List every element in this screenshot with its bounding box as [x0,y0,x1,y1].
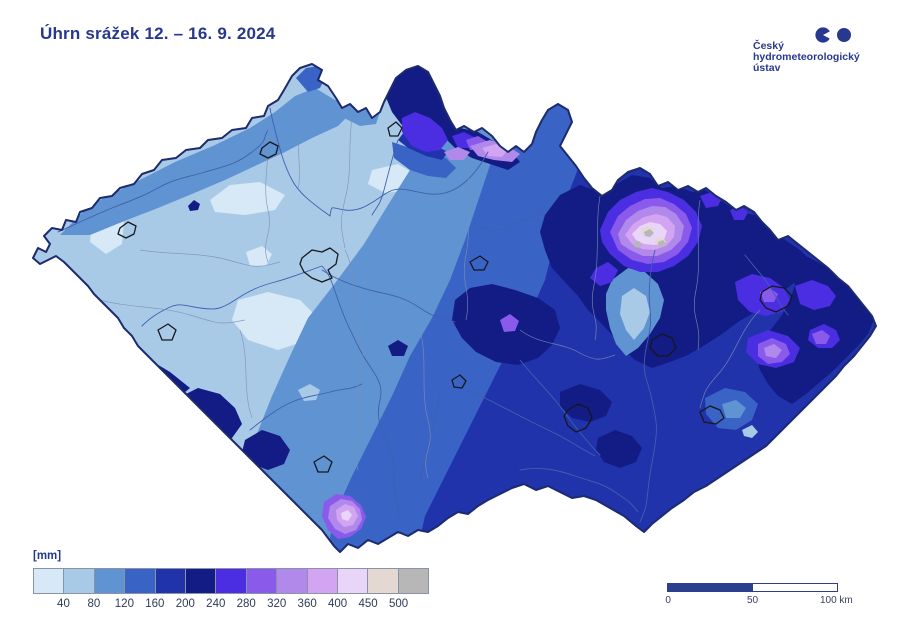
legend-cell-2 [64,569,95,593]
legend-cell-10 [307,569,338,593]
rivers [57,107,789,523]
city-outline-pardubice [469,255,489,271]
legend-tick-40: 40 [57,598,70,610]
country-outline [32,63,877,553]
city-outline-liberec [387,121,403,137]
chmi-logo-icon [815,27,851,43]
legend-tick-160: 160 [145,598,165,610]
light-spot-central [298,384,320,401]
scale-bar-filled-half [668,584,753,591]
logo-line-1: Český [753,40,784,52]
page-title: Úhrn srážek 12. – 16. 9. 2024 [40,24,276,43]
scale-bar-labels: 0 50 100 km [665,595,852,608]
city-outline-usti [259,141,279,159]
city-outline-olomouc [649,333,677,357]
scale-label-mid: 50 [746,595,759,606]
city-outline-prague [299,247,339,283]
legend-cell-9 [277,569,308,593]
legend-tick-120: 120 [114,598,134,610]
legend-cell-8 [246,569,278,593]
legend-tick-280: 280 [236,598,256,610]
legend-tick-400: 400 [328,598,348,610]
legend-tick-360: 360 [297,598,317,610]
city-outline-brno [563,403,593,433]
city-outlines [117,121,793,473]
legend-unit-label: [mm] [33,550,62,562]
map-scale-bar: 0 50 100 km [665,583,853,608]
legend-tick-200: 200 [175,598,195,610]
logo-line-2: hydrometeorologický [753,51,860,63]
logo-line-3: ústav [753,62,781,74]
legend-ticks: 40 80 120 160 200 240 280 320 360 400 450 500 [33,598,429,614]
scale-bar-graphic [667,583,838,592]
legend-cell-7 [216,569,247,593]
legend-color-bar [33,568,429,594]
legend-tick-240: 240 [206,598,226,610]
legend-cell-6 [185,569,217,593]
region-boundaries [99,117,761,479]
legend-tick-500: 500 [388,598,409,610]
chmi-logo-text: Český hydrometeorologický ústav [753,41,860,74]
legend-tick-320: 320 [267,598,287,610]
legend-cell-1 [34,569,65,593]
legend-cell-3 [94,569,126,593]
scale-label-end: 100 km [819,595,853,606]
legend-cell-4 [125,569,156,593]
legend-cell-13 [398,569,429,593]
city-outline-ostrava [759,285,793,313]
city-outline-plzen [157,323,177,341]
legend-cell-5 [155,569,186,593]
legend-cell-12 [368,569,399,593]
city-outline-zlin [699,405,725,425]
precip-over-500 [634,229,666,248]
city-outline-budejovice [313,455,333,473]
scale-label-start: 0 [665,595,671,606]
precipitation-legend: [mm] 40 80 120 160 200 240 280 320 360 400 450 500 [33,550,429,614]
legend-tick-80: 80 [87,598,101,610]
city-outline-karlovy-vary [117,221,137,239]
city-outline-jihlava [451,374,467,389]
legend-cell-11 [337,569,369,593]
legend-tick-450: 450 [358,598,378,610]
